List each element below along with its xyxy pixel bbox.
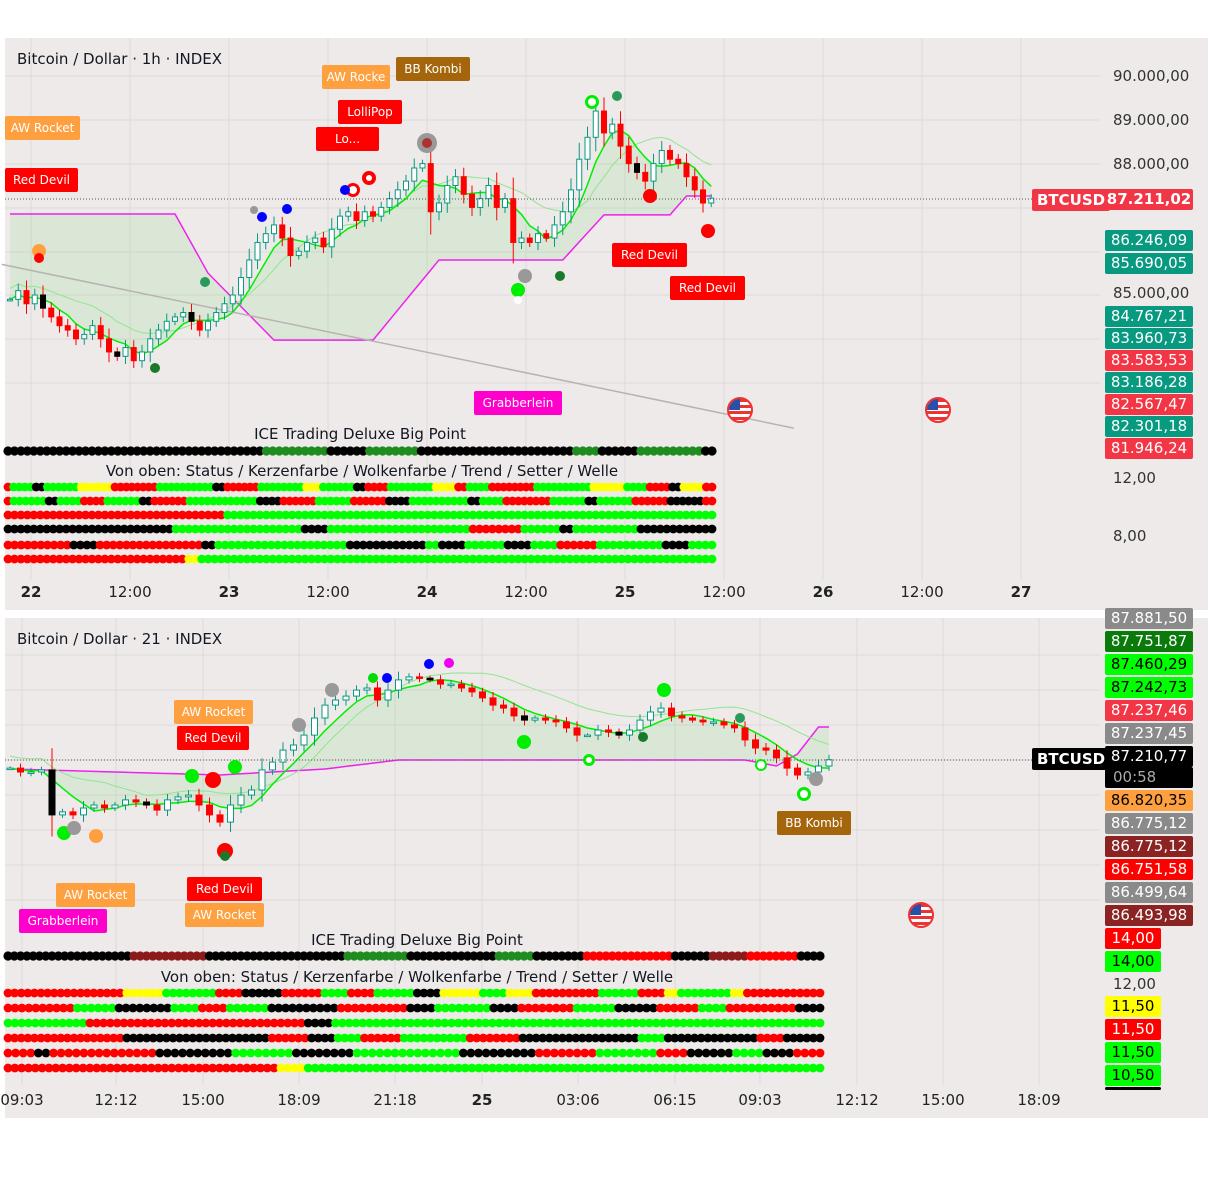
indicator-title: ICE Trading Deluxe Big Point <box>311 931 523 949</box>
time-tick: 22 <box>20 583 42 601</box>
time-tick: 12:00 <box>108 583 152 601</box>
chart-title: Bitcoin / Dollar · 1h · INDEX <box>17 50 223 68</box>
time-tick: 06:15 <box>653 1091 697 1109</box>
symbol-label: BTCUSD <box>1032 189 1111 211</box>
price-label: 86.820,35 <box>1105 790 1193 811</box>
indicator-subtitle: Von oben: Status / Kerzenfarbe / Wolkenf… <box>105 462 619 480</box>
time-tick: 12:00 <box>504 583 548 601</box>
time-tick: 21:18 <box>373 1091 417 1109</box>
price-label: 85.690,05 <box>1105 253 1193 274</box>
time-tick: 12:00 <box>306 583 350 601</box>
time-tick: 15:00 <box>921 1091 965 1109</box>
price-label: 86.493,98 <box>1105 905 1193 926</box>
chart-panel-1h[interactable] <box>5 38 1208 610</box>
time-tick: 18:09 <box>1017 1091 1061 1109</box>
time-tick: 09:03 <box>738 1091 782 1109</box>
price-label: 87.211,02 <box>1105 189 1193 210</box>
price-label: 84.767,21 <box>1105 306 1193 327</box>
price-label: 82.567,47 <box>1105 394 1193 415</box>
indicator-label: 14,00 <box>1105 951 1161 972</box>
indicator-tick: 12,00 <box>1113 469 1156 487</box>
indicator-label: 11,50 <box>1105 996 1161 1017</box>
signal-aw-rocket: AW Rocket <box>185 903 264 927</box>
time-tick: 18:09 <box>277 1091 321 1109</box>
time-tick: 25 <box>471 1091 493 1109</box>
price-label: 87.237,45 <box>1105 723 1193 744</box>
time-tick: 12:00 <box>900 583 944 601</box>
price-label: 87.751,87 <box>1105 631 1193 652</box>
countdown: 00:58 <box>1105 767 1193 788</box>
price-label: 86.775,12 <box>1105 813 1193 834</box>
signal-aw-rocket: AW Rocket <box>56 883 135 907</box>
indicator-label: 11,50 <box>1105 1042 1161 1063</box>
indicator-title: ICE Trading Deluxe Big Point <box>254 425 466 443</box>
price-label: 81.946,24 <box>1105 438 1193 459</box>
signal-grabberlein: Grabberlein <box>19 909 107 933</box>
signal-red-devil: Red Devil <box>670 276 745 300</box>
price-label: 87.881,50 <box>1105 608 1193 629</box>
signal-lollipop: Lo... <box>316 127 379 151</box>
price-label: 83.186,28 <box>1105 372 1193 393</box>
indicator-tick: 8,00 <box>1113 527 1147 545</box>
price-tick: 85.000,00 <box>1113 284 1190 302</box>
price-label: 83.583,53 <box>1105 350 1193 371</box>
price-tick: 90.000,00 <box>1113 67 1190 85</box>
price-label: 87.237,46 <box>1105 700 1193 721</box>
time-tick: 15:00 <box>181 1091 225 1109</box>
price-label: 86.246,09 <box>1105 230 1193 251</box>
signal-bb-kombi: BB Kombi <box>777 811 851 835</box>
time-tick: 23 <box>218 583 240 601</box>
chart-panel-21m[interactable] <box>5 618 1208 1118</box>
signal-red-devil: Red Devil <box>177 726 249 750</box>
price-label: 87.460,29 <box>1105 654 1193 675</box>
price-label: 82.301,18 <box>1105 416 1193 437</box>
price-tick: 88.000,00 <box>1113 155 1190 173</box>
signal-aw-rocket: AW Rocket <box>5 116 80 140</box>
time-tick: 26 <box>812 583 834 601</box>
signal-bb-kombi: BB Kombi <box>396 57 470 81</box>
price-label: 83.960,73 <box>1105 328 1193 349</box>
signal-lollipop: LolliPop <box>338 100 402 124</box>
us-flag-icon[interactable] <box>925 397 951 423</box>
indicator-label <box>1105 1087 1161 1090</box>
time-tick: 12:12 <box>94 1091 138 1109</box>
time-tick: 24 <box>416 583 438 601</box>
price-label: 86.499,64 <box>1105 882 1193 903</box>
us-flag-icon[interactable] <box>908 902 934 928</box>
chart-title: Bitcoin / Dollar · 21 · INDEX <box>17 630 223 648</box>
indicator-label: 11,50 <box>1105 1019 1161 1040</box>
price-label: 87.242,73 <box>1105 677 1193 698</box>
indicator-label: 10,50 <box>1105 1065 1161 1086</box>
signal-aw-rocket: AW Rocket <box>174 700 253 724</box>
signal-red-devil: Red Devil <box>5 168 78 192</box>
time-tick: 25 <box>614 583 636 601</box>
price-tick: 89.000,00 <box>1113 111 1190 129</box>
indicator-subtitle: Von oben: Status / Kerzenfarbe / Wolkenf… <box>160 968 674 986</box>
price-label: 86.775,12 <box>1105 836 1193 857</box>
time-tick: 12:00 <box>702 583 746 601</box>
price-label: 87.210,77 <box>1105 746 1193 767</box>
symbol-label: BTCUSD <box>1032 748 1111 770</box>
indicator-tick: 12,00 <box>1113 975 1156 993</box>
time-tick: 12:12 <box>835 1091 879 1109</box>
indicator-label: 14,00 <box>1105 928 1161 949</box>
signal-aw-rocket: AW Rocke <box>322 65 390 89</box>
signal-grabberlein: Grabberlein <box>474 391 562 415</box>
us-flag-icon[interactable] <box>727 397 753 423</box>
signal-red-devil: Red Devil <box>187 877 262 901</box>
signal-red-devil: Red Devil <box>612 243 687 267</box>
time-tick: 27 <box>1010 583 1032 601</box>
time-tick: 09:03 <box>0 1091 44 1109</box>
price-label: 86.751,58 <box>1105 859 1193 880</box>
time-tick: 03:06 <box>556 1091 600 1109</box>
